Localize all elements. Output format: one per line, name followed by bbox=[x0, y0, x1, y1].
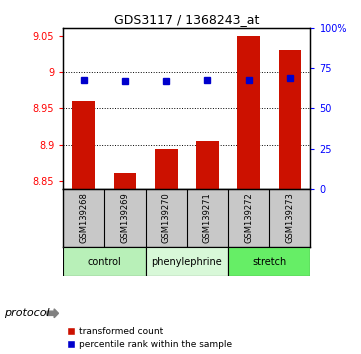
Title: GDS3117 / 1368243_at: GDS3117 / 1368243_at bbox=[114, 13, 260, 26]
Text: GSM139269: GSM139269 bbox=[121, 193, 130, 243]
Text: control: control bbox=[87, 257, 121, 267]
Text: GSM139270: GSM139270 bbox=[162, 193, 171, 243]
Bar bbox=[196, 141, 219, 189]
Bar bbox=[228, 247, 310, 276]
Bar bbox=[73, 101, 95, 189]
Bar bbox=[155, 149, 178, 189]
Text: phenylephrine: phenylephrine bbox=[152, 257, 222, 267]
Bar bbox=[114, 173, 136, 189]
Text: GSM139272: GSM139272 bbox=[244, 193, 253, 243]
Text: GSM139268: GSM139268 bbox=[79, 192, 88, 243]
Bar bbox=[145, 247, 228, 276]
Bar bbox=[279, 50, 301, 189]
Text: GSM139273: GSM139273 bbox=[285, 192, 294, 243]
Text: stretch: stretch bbox=[252, 257, 286, 267]
Text: protocol: protocol bbox=[4, 308, 49, 318]
Bar bbox=[63, 247, 145, 276]
Text: GSM139271: GSM139271 bbox=[203, 193, 212, 243]
Legend: transformed count, percentile rank within the sample: transformed count, percentile rank withi… bbox=[68, 327, 232, 349]
Bar bbox=[237, 36, 260, 189]
